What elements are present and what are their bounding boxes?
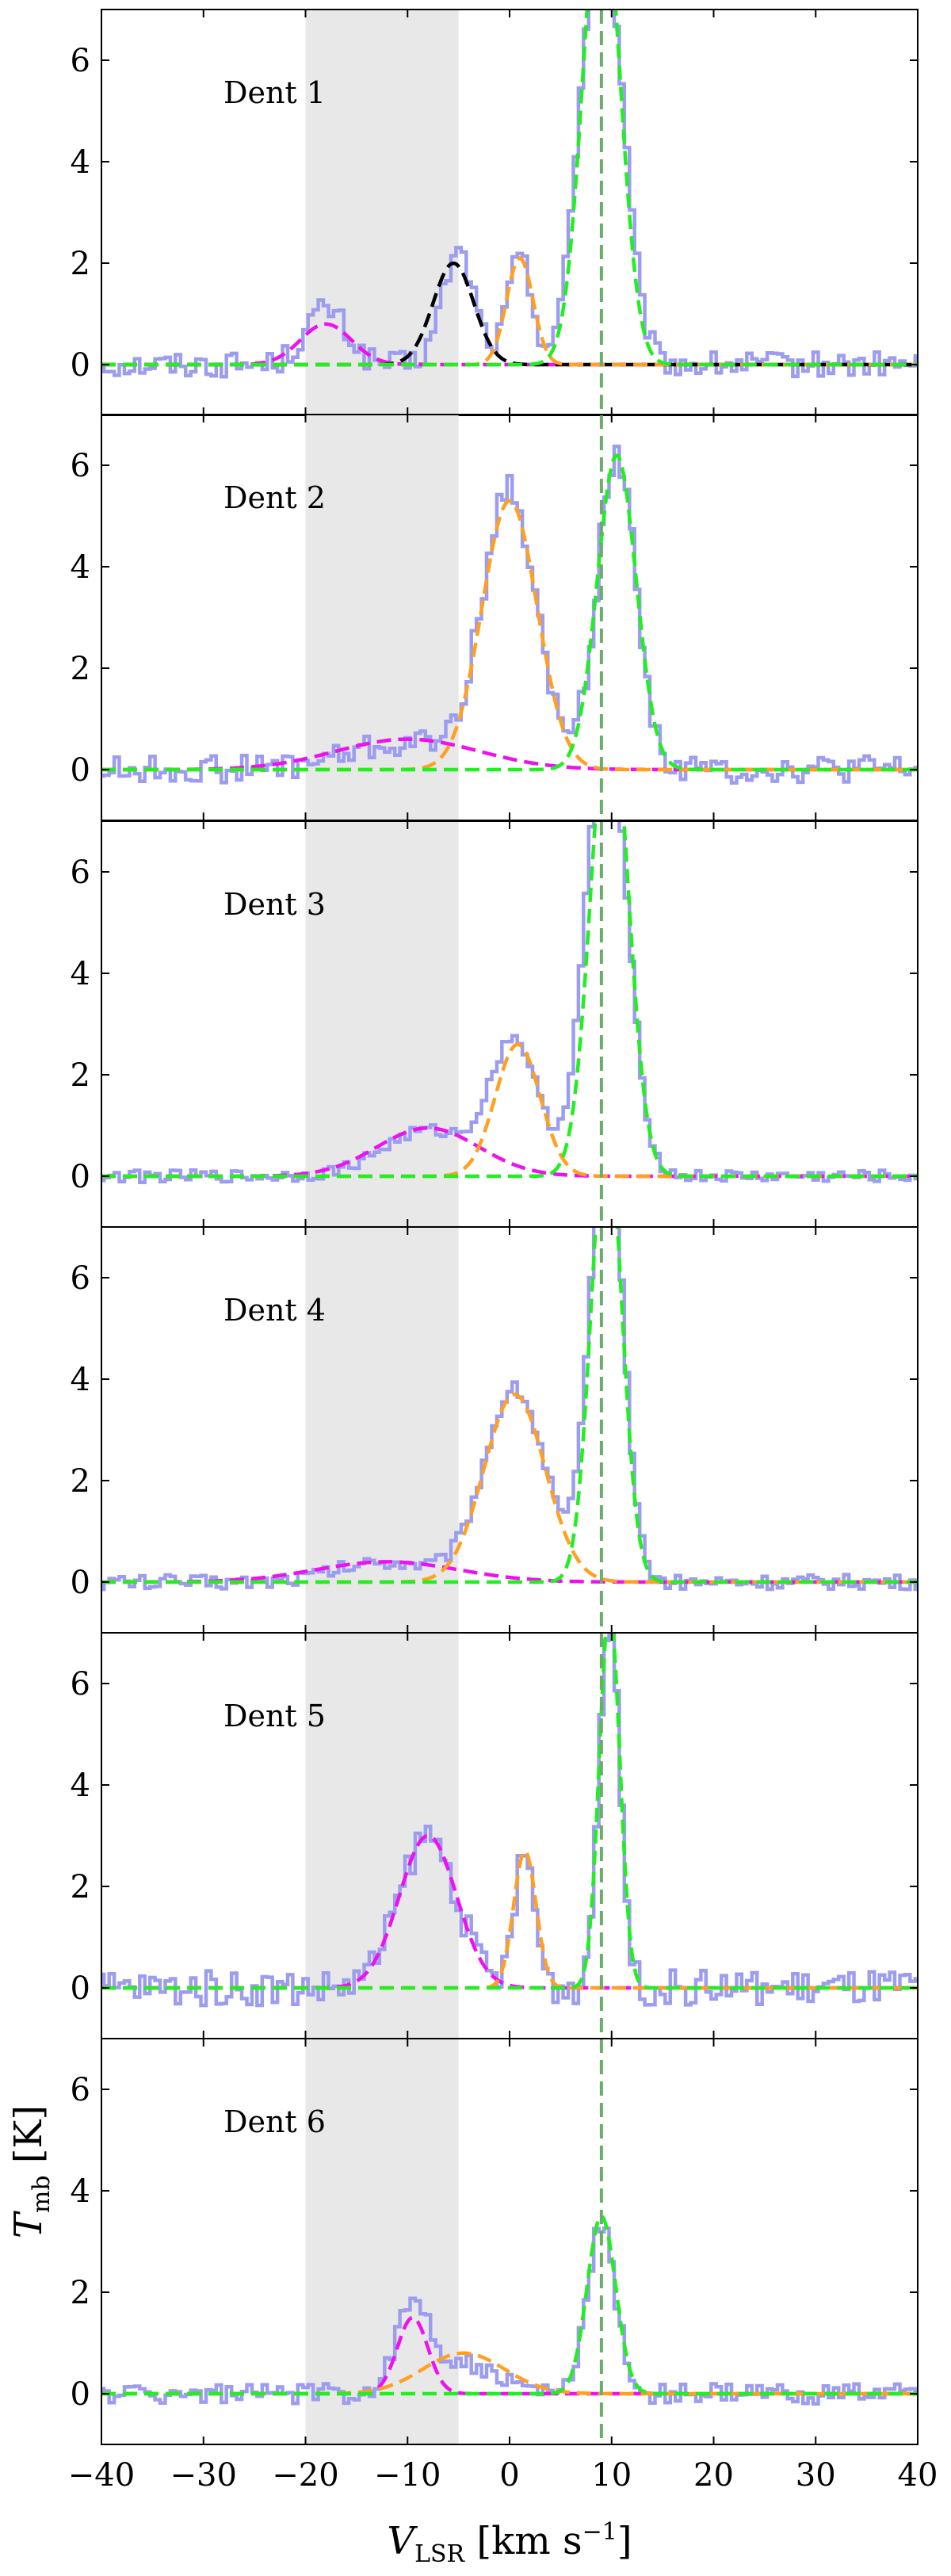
panel-6: 0 2 4 6 Dent 6 [71, 2038, 919, 2445]
panel-plot-area [101, 2039, 918, 2444]
y-tick-label: 6 [71, 2072, 90, 2108]
panel-label: Dent 2 [223, 480, 326, 515]
fit-component-magenta [101, 1126, 918, 1179]
observed-spectrum [101, 444, 918, 785]
panel-plot-area [101, 1227, 918, 1633]
fit-component-green [101, 821, 918, 1179]
fit-component-orange [101, 1393, 918, 1584]
y-tick-label: 0 [71, 1970, 90, 2007]
y-tick-label: 4 [71, 1768, 90, 1804]
panel-plot-area [101, 10, 918, 415]
y-tick-label: 6 [71, 1666, 90, 1703]
panel-label: Dent 1 [223, 75, 326, 110]
panel-frame [101, 1632, 919, 2039]
y-tick-label: 2 [71, 1869, 90, 1905]
x-axis-title: VLSR [km s−1] [387, 2518, 632, 2568]
panel-label: Dent 6 [223, 2104, 326, 2139]
panel-label: Dent 4 [223, 1293, 326, 1328]
y-tick-label: 0 [71, 1159, 90, 1195]
y-tick-label: 0 [71, 2376, 90, 2413]
y-tick-label: 6 [71, 1260, 90, 1297]
panel-frame [101, 2038, 919, 2445]
fit-component-magenta [101, 2315, 918, 2396]
shaded-range [305, 415, 459, 820]
panel-plot-area [101, 1633, 918, 2039]
x-tick-label: 20 [693, 2457, 734, 2494]
panel-label: Dent 3 [223, 887, 326, 922]
x-tick-label: 10 [591, 2457, 632, 2494]
shaded-range [305, 2039, 459, 2444]
y-tick-label: 6 [71, 448, 90, 484]
y-tick-label: 4 [71, 956, 90, 992]
y-tick-label: 2 [71, 246, 90, 282]
y-tick-label: 6 [71, 854, 90, 891]
panel-4: 0 2 4 6 Dent 4 [71, 1226, 919, 1634]
y-tick-label: 2 [71, 2275, 90, 2311]
fit-component-green [101, 1633, 918, 1990]
x-tick-label: 0 [499, 2457, 519, 2494]
fit-component-magenta [101, 1560, 918, 1584]
fit-component-green [101, 10, 918, 367]
y-tick-label: 2 [71, 1463, 90, 1500]
shaded-range [305, 10, 459, 415]
panel-2: 0 2 4 6 Dent 2 [71, 414, 919, 821]
observed-spectrum [101, 821, 918, 1184]
shaded-range [305, 1633, 459, 2039]
fit-component-orange [101, 1042, 918, 1179]
y-tick-label: 6 [71, 43, 90, 79]
y-axis-title: Tmb [K] [6, 2105, 55, 2238]
fit-component-green [101, 1227, 918, 1584]
observed-spectrum [101, 1227, 918, 1592]
y-tick-label: 4 [71, 144, 90, 181]
panel-3: 0 2 4 6 Dent 3 [71, 820, 919, 1228]
observed-spectrum [101, 10, 918, 379]
panel-plot-area [101, 415, 918, 820]
y-tick-label: 4 [71, 2173, 90, 2210]
fit-component-orange [101, 499, 918, 772]
fit-component-magenta [101, 1833, 918, 1990]
y-tick-label: 0 [71, 1565, 90, 1601]
observed-spectrum [101, 2226, 918, 2406]
y-tick-label: 4 [71, 1362, 90, 1398]
x-tick-label: −40 [68, 2457, 135, 2494]
panel-plot-area [101, 821, 918, 1227]
y-tick-label: 0 [71, 347, 90, 384]
panel-frame [101, 1226, 919, 1634]
fit-component-green [101, 2213, 918, 2396]
panel-frame [101, 820, 919, 1228]
fit-component-magenta [101, 737, 918, 772]
x-tick-label: 40 [898, 2457, 938, 2494]
y-tick-label: 0 [71, 752, 90, 789]
y-tick-label: 4 [71, 549, 90, 586]
panel-label: Dent 5 [223, 1699, 326, 1733]
observed-spectrum [101, 1633, 918, 2008]
panel-1: 0 2 4 6 Dent 1 [71, 9, 919, 416]
panel-frame [101, 9, 919, 416]
shaded-range [305, 821, 459, 1227]
panel-5: 0 2 4 6 Dent 5 [71, 1632, 919, 2039]
x-tick-label: −30 [170, 2457, 237, 2494]
fit-component-orange [101, 1849, 918, 1990]
fit-component-orange [101, 255, 918, 367]
x-tick-label: −10 [374, 2457, 441, 2494]
fit-component-magenta [101, 322, 918, 367]
x-tick-label: 30 [796, 2457, 836, 2494]
y-tick-label: 2 [71, 1057, 90, 1094]
fit-component-green [101, 453, 918, 772]
x-tick-label: −20 [272, 2457, 338, 2494]
y-tick-label: 2 [71, 651, 90, 687]
